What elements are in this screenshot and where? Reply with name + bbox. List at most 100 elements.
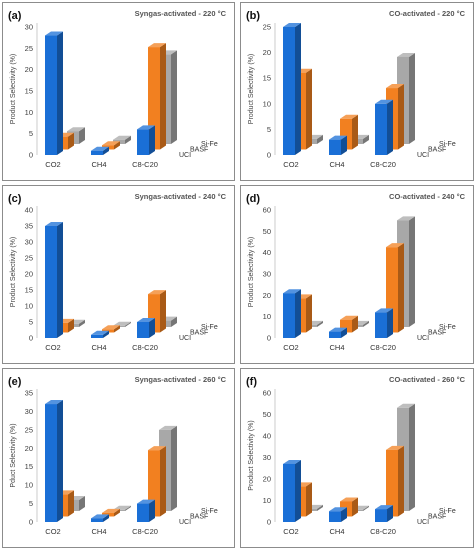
y-axis-label: Pduct Selectivity (%) bbox=[10, 423, 17, 487]
series-label-basf: BASF bbox=[428, 330, 446, 337]
x-tick-label: C8-C20 bbox=[132, 160, 158, 169]
x-tick-label: C8-C20 bbox=[132, 343, 158, 352]
y-tick-label: 0 bbox=[29, 334, 33, 343]
bar-uci-ch4 bbox=[91, 330, 109, 338]
y-tick-label: 10 bbox=[25, 108, 33, 117]
y-tick-label: 15 bbox=[25, 87, 33, 96]
bar-uci-c8-c20 bbox=[375, 99, 393, 155]
y-tick-label: 40 bbox=[263, 432, 271, 441]
bar-uci-co2 bbox=[283, 459, 301, 522]
x-tick-label: CO2 bbox=[45, 343, 60, 352]
y-tick-label: 20 bbox=[25, 444, 33, 453]
chart-svg: (d) CO-activated - 240 °C Product Selectiv… bbox=[246, 192, 466, 352]
panel-label: (b) bbox=[246, 10, 260, 22]
series-label-si-fe: Si-Fe bbox=[201, 508, 218, 515]
series-label-si-fe: Si-Fe bbox=[439, 324, 456, 331]
bar-uci-c8-c20 bbox=[375, 308, 393, 338]
y-tick-label: 60 bbox=[263, 206, 271, 215]
y-axis-label: Product Selectivity (%) bbox=[10, 237, 17, 307]
y-axis-label: Product Selectivity (%) bbox=[248, 420, 255, 490]
x-tick-label: CO2 bbox=[283, 343, 298, 352]
x-tick-label: C8-C20 bbox=[370, 160, 396, 169]
y-tick-label: 5 bbox=[29, 499, 33, 508]
chart-svg: (a) Syngas-activated - 220 °C Product Sele… bbox=[8, 9, 227, 169]
chart-panel-c: (c) Syngas-activated - 240 °C Product Sele… bbox=[2, 185, 235, 364]
series-label-uci: UCI bbox=[179, 152, 191, 159]
x-tick-label: C8-C20 bbox=[370, 343, 396, 352]
series-label-basf: BASF bbox=[190, 330, 208, 337]
y-tick-label: 0 bbox=[267, 151, 271, 160]
y-tick-label: 25 bbox=[25, 425, 33, 434]
chart-panel-a: (a) Syngas-activated - 220 °C Product Sele… bbox=[2, 2, 235, 181]
x-tick-label: CH4 bbox=[329, 527, 344, 536]
y-axis-label: Product Selectivity (%) bbox=[248, 237, 255, 307]
series-label-si-fe: Si-Fe bbox=[201, 141, 218, 148]
y-tick-label: 30 bbox=[25, 23, 33, 32]
y-tick-label: 0 bbox=[29, 151, 33, 160]
panel-label: (f) bbox=[246, 376, 257, 388]
chart-panel-d: (d) CO-activated - 240 °C Product Selectiv… bbox=[240, 185, 474, 364]
bar-uci-c8-c20 bbox=[137, 125, 155, 155]
bar-uci-ch4 bbox=[329, 507, 347, 522]
bar-basf-c8-c20 bbox=[386, 445, 404, 517]
series-label-uci: UCI bbox=[417, 152, 429, 159]
series-label-basf: BASF bbox=[190, 514, 208, 521]
y-tick-label: 20 bbox=[263, 291, 271, 300]
y-tick-label: 5 bbox=[29, 129, 33, 138]
y-tick-label: 15 bbox=[263, 74, 271, 83]
y-tick-label: 30 bbox=[263, 270, 271, 279]
chart-panel-e: (e) Syngas-activated - 260 °C Pduct Select… bbox=[2, 368, 235, 548]
chart-panel-b: (b) CO-activated - 220 °C Product Selectiv… bbox=[240, 2, 474, 181]
x-tick-label: C8-C20 bbox=[370, 527, 396, 536]
y-tick-label: 10 bbox=[263, 312, 271, 321]
y-tick-label: 0 bbox=[267, 334, 271, 343]
y-tick-label: 20 bbox=[263, 475, 271, 484]
x-tick-label: C8-C20 bbox=[132, 527, 158, 536]
y-tick-label: 25 bbox=[25, 44, 33, 53]
series-label-si-fe: Si-Fe bbox=[439, 141, 456, 148]
y-tick-label: 5 bbox=[29, 318, 33, 327]
bar-uci-c8-c20 bbox=[137, 318, 155, 338]
bar-uci-c8-c20 bbox=[137, 499, 155, 522]
y-tick-label: 15 bbox=[25, 286, 33, 295]
chart-svg: (f) CO-activated - 260 °C Product Selectiv… bbox=[246, 375, 466, 536]
y-tick-label: 0 bbox=[267, 518, 271, 527]
y-tick-label: 15 bbox=[25, 462, 33, 471]
y-axis-label: Product Selectivity (%) bbox=[248, 54, 255, 124]
chart-svg: (c) Syngas-activated - 240 °C Product Sele… bbox=[8, 192, 227, 352]
y-tick-label: 0 bbox=[29, 518, 33, 527]
bar-uci-co2 bbox=[283, 289, 301, 338]
bar-uci-co2 bbox=[45, 222, 63, 338]
x-tick-label: CO2 bbox=[45, 527, 60, 536]
panel-label: (d) bbox=[246, 193, 260, 205]
x-tick-label: CO2 bbox=[283, 527, 298, 536]
series-label-uci: UCI bbox=[417, 519, 429, 526]
y-tick-label: 40 bbox=[25, 206, 33, 215]
y-tick-label: 20 bbox=[25, 270, 33, 279]
x-tick-label: CO2 bbox=[45, 160, 60, 169]
chart-title: Syngas-activated - 260 °C bbox=[135, 375, 227, 384]
chart-title: Syngas-activated - 220 °C bbox=[135, 9, 227, 18]
x-tick-label: CO2 bbox=[283, 160, 298, 169]
chart-title: CO-activated - 240 °C bbox=[389, 192, 466, 201]
bar-uci-ch4 bbox=[329, 135, 347, 155]
series-label-basf: BASF bbox=[190, 147, 208, 154]
chart-panel-f: (f) CO-activated - 260 °C Product Selectiv… bbox=[240, 368, 474, 548]
chart-title: Syngas-activated - 240 °C bbox=[135, 192, 227, 201]
x-tick-label: CH4 bbox=[329, 160, 344, 169]
y-tick-label: 50 bbox=[263, 227, 271, 236]
y-tick-label: 10 bbox=[263, 99, 271, 108]
y-tick-label: 30 bbox=[25, 407, 33, 416]
bar-basf-c8-c20 bbox=[148, 43, 166, 150]
x-tick-label: CH4 bbox=[91, 343, 106, 352]
series-label-uci: UCI bbox=[417, 335, 429, 342]
chart-svg: (b) CO-activated - 220 °C Product Selectiv… bbox=[246, 9, 466, 169]
y-tick-label: 40 bbox=[263, 248, 271, 257]
chart-title: CO-activated - 220 °C bbox=[389, 9, 466, 18]
y-tick-label: 25 bbox=[263, 23, 271, 32]
bar-uci-ch4 bbox=[91, 146, 109, 155]
y-tick-label: 30 bbox=[25, 238, 33, 247]
y-tick-label: 60 bbox=[263, 389, 271, 398]
bar-uci-c8-c20 bbox=[375, 505, 393, 522]
y-tick-label: 10 bbox=[25, 481, 33, 490]
